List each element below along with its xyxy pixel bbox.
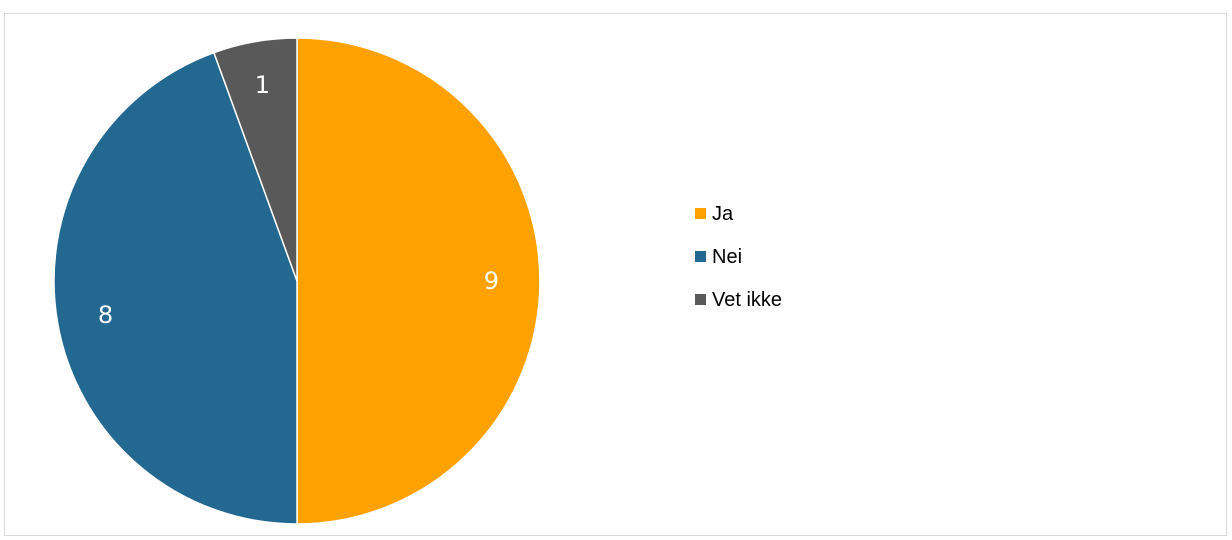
- data-label-nei: 8: [98, 301, 113, 329]
- legend-swatch-ja: [695, 208, 706, 219]
- legend-label-vet-ikke: Vet ikke: [712, 289, 782, 311]
- legend-label-nei: Nei: [712, 246, 742, 268]
- legend-swatch-vet-ikke: [695, 294, 706, 305]
- pie-slice-nei: [53, 51, 298, 525]
- legend-swatch-nei: [695, 251, 706, 262]
- data-label-ja: 9: [484, 267, 499, 295]
- pie-slice-ja: [296, 37, 541, 525]
- legend: Ja Nei Vet ikke: [695, 203, 782, 311]
- pie-slices: [53, 37, 541, 525]
- data-label-vet-ikke: 1: [255, 71, 270, 99]
- pie-data-labels: 9 8 1: [98, 71, 499, 329]
- pie-slice-vet-ikke: [212, 37, 298, 282]
- legend-label-ja: Ja: [712, 203, 734, 225]
